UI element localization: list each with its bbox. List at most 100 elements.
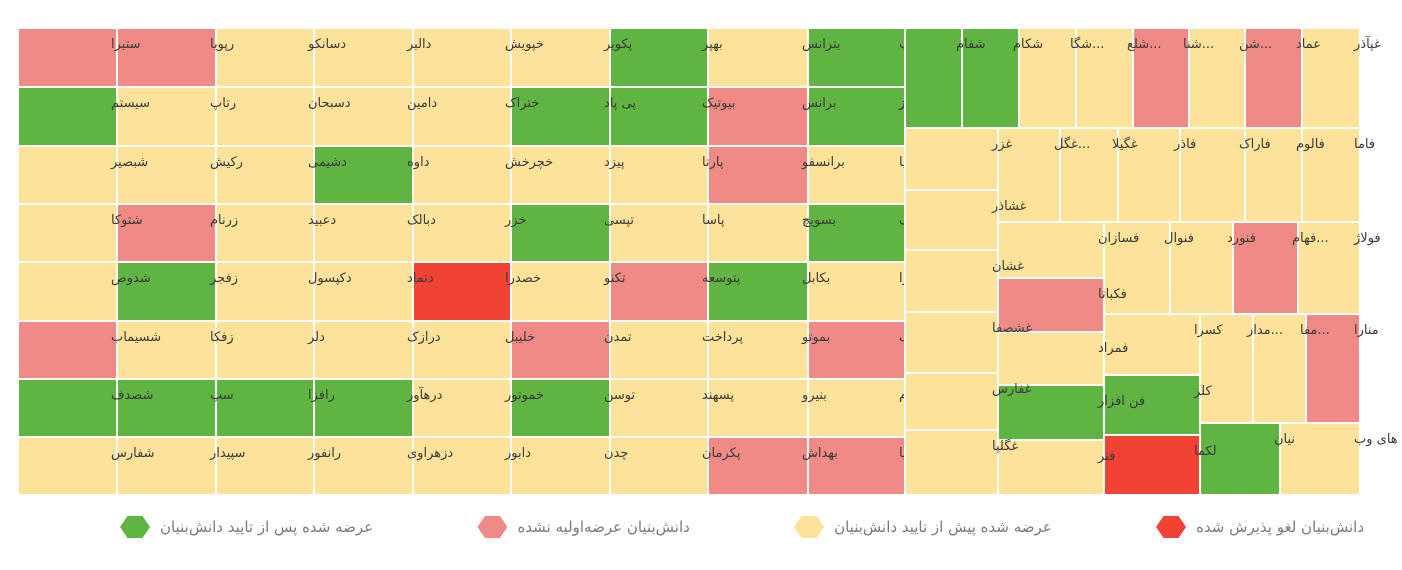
treemap-cell-rect [17,378,118,438]
treemap-cell-label: سپیدار [209,446,245,461]
treemap-cell-label: برانسفو [801,155,845,170]
treemap-cell-rect [904,311,999,374]
treemap-cell-rect [707,436,809,496]
treemap-cell: فاذر [1117,127,1196,223]
treemap-cell: دسبحان [215,86,351,147]
legend-item-green: عرضه شده پس از تایید دانش‌بنیان [120,516,373,538]
treemap-cell: تمدن [510,320,632,380]
treemap-cell-label: فولاژ [1353,231,1381,246]
treemap-cell: فنر [997,439,1115,496]
treemap-cell-rect [1169,221,1234,315]
treemap-cell-rect [412,320,512,380]
treemap-cell: فن افزار [997,384,1145,441]
treemap-cell-label: فاما [1354,137,1375,152]
treemap-cell: سپیدار [116,436,245,496]
treemap-cell: پتوسعه [609,261,741,322]
treemap-cell-rect [313,261,414,322]
treemap-cell-label: چدن [604,446,628,461]
treemap-cell-label: ...شلع [1127,37,1162,52]
treemap-cell-rect [609,86,709,147]
treemap-cell: بکابل [707,261,830,322]
treemap-cell-label: نیان [1274,432,1295,447]
treemap-cell-label: بنیرو [801,388,827,403]
legend-swatch-pink [477,516,508,538]
treemap-cell: فنورد [1169,221,1256,315]
treemap-cell-rect [1103,313,1201,376]
treemap-cell-label: ...شنا [1183,37,1214,52]
treemap-cell-rect [707,378,809,438]
treemap-cell-label: ختراک [505,96,539,111]
treemap-cell-rect [17,261,118,322]
legend-item-pink: دانش‌بنیان عرضه‌اولیه نشده [477,516,690,538]
treemap-cell-label: شکام [1013,37,1043,52]
treemap-cell: غزر [904,127,1012,191]
treemap-cell-rect [116,27,217,88]
treemap-cell-rect [904,189,999,251]
treemap-cell-label: شفام [956,37,985,52]
treemap-cell-label: غشان [992,259,1024,274]
treemap-cell-label: عماد [1296,37,1321,52]
treemap-cell-rect [1297,221,1361,315]
treemap-cell-label: خلیبل [505,330,535,345]
legend-label: دانش‌بنیان لغو پذیرش شده [1196,518,1364,536]
treemap-cell-label: بسویچ [802,213,836,228]
treemap-cell-label: ستبرا [111,37,141,52]
treemap-cell: پکرمان [609,436,741,496]
treemap-cell-rect [313,320,414,380]
treemap-cell-rect [412,378,512,438]
treemap-cell-label: لکما [1194,444,1217,459]
treemap-cell-rect [707,261,809,322]
treemap-cell-label: غگیلا [1112,136,1138,152]
legend-label: دانش‌بنیان عرضه‌اولیه نشده [517,518,690,536]
treemap-cell: دسانکو [215,27,346,88]
treemap-cell-rect [997,331,1105,386]
treemap-cell: دتماد [313,261,434,322]
treemap-cell: ...غگل [997,127,1090,223]
treemap-cell-rect [215,86,315,147]
treemap-cell-label: شصدف [111,388,153,403]
treemap-cell-label: شتوکا [111,213,143,228]
treemap-cell: خلیبل [412,320,535,380]
treemap-cell-rect [1301,127,1361,223]
treemap-cell-label: دامین [407,96,437,111]
treemap-cell-label: سیستم [111,96,150,111]
treemap-cell-rect [904,127,999,191]
treemap-cell-rect [904,372,999,431]
treemap-cell: فاراک [1179,127,1271,223]
treemap-cell-rect [215,145,315,205]
treemap-cell: آریا [807,145,918,205]
treemap-cell: دلر [215,320,325,380]
treemap-cell-label: دسانکو [307,37,346,52]
treemap-cell-rect [510,203,611,263]
treemap-cell: بهپر [609,27,723,88]
treemap-cell-label: شسیماب [111,330,161,345]
treemap-cell-rect [313,436,414,496]
treemap-cell-rect [1179,127,1246,223]
treemap-cell-label: کسرا [1194,323,1223,338]
treemap-cell-label: غشصفا [992,321,1032,336]
treemap-cell-label: فالوم [1296,137,1325,152]
treemap-cell: شفارس [17,436,155,496]
treemap-cell-rect [707,320,809,380]
treemap-cell: فاما [1301,127,1375,223]
treemap-cell-label: فاذر [1173,137,1196,152]
treemap-cell-label: ...مفا [1300,323,1330,338]
treemap-cell: دزهراوی [313,436,453,496]
treemap-cell-rect [17,436,118,496]
treemap-cell: خپویش [412,27,544,88]
treemap-cell-label: فنوال [1164,231,1194,246]
treemap-cell-rect [904,249,999,313]
treemap-cell: ...شگا [1018,27,1104,129]
treemap-cell-label: های وب [1354,432,1398,447]
treemap-cell: کلر [1103,374,1212,436]
treemap-cell: فنوال [1103,221,1194,315]
treemap-cell: فالوم [1244,127,1325,223]
treemap-cell: پارتا [609,145,724,205]
treemap-cell-rect [313,27,414,88]
treemap-cell-label: بهداش [802,446,838,461]
treemap-cell-rect [904,429,999,496]
treemap-cell-label: ...فهام [1292,231,1329,246]
treemap-cell-label: زفکا [210,330,234,345]
treemap-cell-label: دالبر [406,37,432,52]
